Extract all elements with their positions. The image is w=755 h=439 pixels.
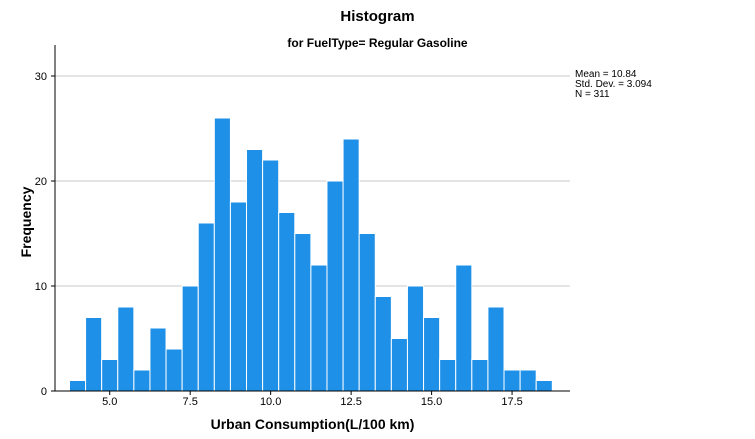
histogram-bar: [149, 327, 167, 392]
histogram-bar: [294, 233, 312, 392]
y-tick-label: 10: [35, 281, 47, 293]
histogram-bar: [213, 117, 231, 392]
chart-subtitle: for FuelType= Regular Gasoline: [287, 36, 468, 50]
histogram-bar: [197, 222, 215, 392]
histogram-bar: [278, 212, 296, 392]
chart-title: Histogram: [340, 8, 415, 25]
histogram-bar: [85, 317, 103, 392]
histogram-bar: [310, 264, 328, 392]
mean-stat: Mean = 10.84: [575, 69, 637, 80]
std-dev-stat: Std. Dev. = 3.094: [575, 79, 652, 90]
histogram-bar: [358, 233, 376, 392]
grid-lines: [55, 75, 570, 287]
histogram-bar: [390, 338, 408, 392]
axes: [51, 45, 570, 395]
histogram-bar: [423, 317, 441, 392]
histogram-bar: [406, 285, 425, 392]
histogram-bar: [101, 359, 119, 392]
histogram-bar: [487, 306, 505, 392]
histogram-bar: [165, 348, 183, 392]
histogram-bar: [374, 296, 392, 392]
x-tick-label: 15.0: [421, 396, 442, 408]
histogram-bar: [439, 359, 457, 392]
histogram-bar: [535, 380, 553, 392]
y-tick-label: 30: [35, 71, 47, 83]
x-tick-label: 12.5: [340, 396, 361, 408]
histogram-bar: [342, 138, 360, 392]
summary-statistics: Mean = 10.84 Std. Dev. = 3.094 N = 311: [575, 70, 652, 100]
histogram-bar: [471, 359, 489, 392]
y-axis-label: Frequency: [18, 186, 34, 258]
tick-labels: 0 10 20 30 5.0 7.5 10.0 12.5 15.0 17.5: [35, 71, 523, 408]
y-tick-label: 20: [35, 176, 47, 188]
histogram-bar: [68, 380, 87, 392]
histogram-bar: [133, 369, 151, 392]
histogram-bar: [455, 264, 473, 392]
histogram-bar: [262, 159, 280, 392]
x-tick-label: 7.5: [183, 396, 198, 408]
histogram-bar: [326, 180, 344, 392]
histogram-bar: [246, 149, 264, 392]
histogram-bars: [68, 117, 553, 392]
histogram-bar: [229, 201, 248, 392]
histogram-bar: [503, 369, 521, 392]
x-tick-label: 17.5: [501, 396, 522, 408]
histogram-bar: [117, 306, 135, 392]
histogram-bar: [519, 369, 537, 392]
x-tick-label: 10.0: [260, 396, 281, 408]
n-stat: N = 311: [575, 89, 610, 100]
histogram-bar: [181, 285, 199, 392]
x-axis-label: Urban Consumption(L/100 km): [210, 416, 415, 432]
x-tick-label: 5.0: [102, 396, 117, 408]
y-tick-label: 0: [41, 386, 47, 398]
